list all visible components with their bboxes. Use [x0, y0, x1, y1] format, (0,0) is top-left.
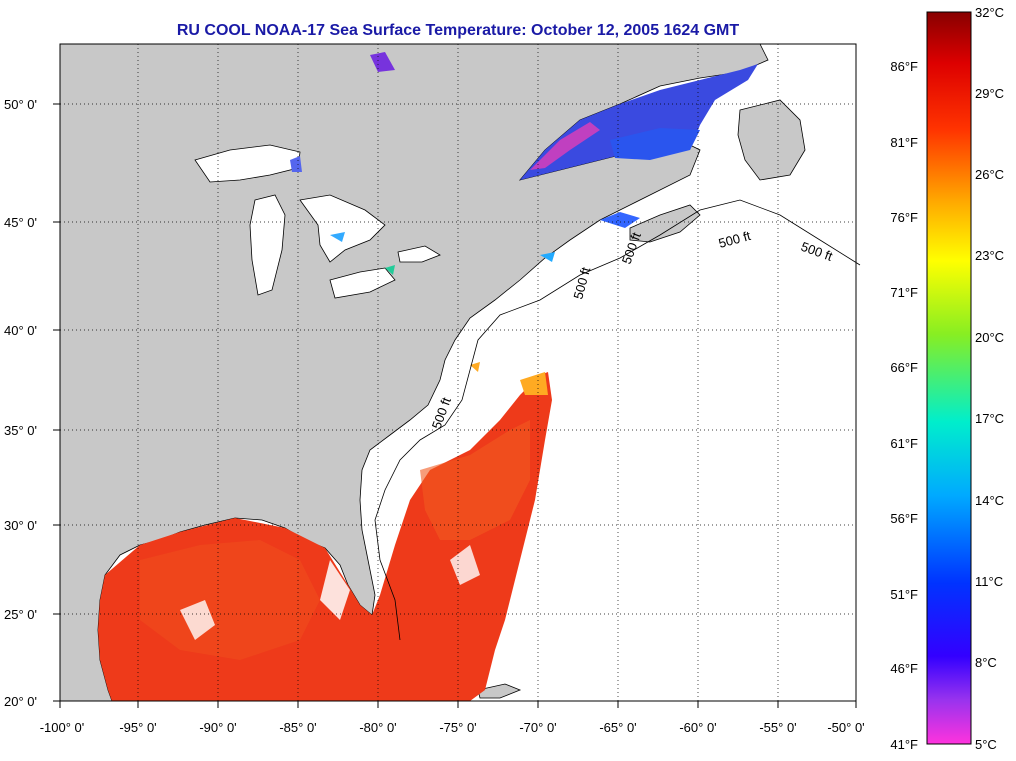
lon-label: -65° 0' [599, 720, 636, 735]
lon-label: -100° 0' [40, 720, 85, 735]
lon-label: -80° 0' [359, 720, 396, 735]
lon-label: -50° 0' [827, 720, 864, 735]
lat-label: 45° 0' [4, 215, 37, 230]
cbar-c-label: 20°C [975, 330, 1004, 345]
cbar-c-label: 14°C [975, 493, 1004, 508]
cbar-f-label: 66°F [890, 360, 918, 375]
lon-label: -85° 0' [279, 720, 316, 735]
cbar-c-label: 26°C [975, 167, 1004, 182]
lat-label: 30° 0' [4, 518, 37, 533]
cbar-f-label: 46°F [890, 661, 918, 676]
map-title: RU COOL NOAA-17 Sea Surface Temperature:… [176, 22, 740, 39]
lon-label: -55° 0' [759, 720, 796, 735]
cbar-f-label: 41°F [890, 737, 918, 752]
graticule [60, 44, 856, 701]
cbar-f-label: 81°F [890, 135, 918, 150]
cbar-c-label: 8°C [975, 655, 997, 670]
cbar-c-label: 32°C [975, 5, 1004, 20]
longitude-labels: -100° 0' -95° 0' -90° 0' -85° 0' -80° 0'… [40, 720, 865, 735]
cbar-f-label: 71°F [890, 285, 918, 300]
color-bar-gradient [926, 11, 972, 745]
warm-sst-region [98, 362, 552, 701]
cbar-f-label: 51°F [890, 587, 918, 602]
lat-label: 20° 0' [4, 694, 37, 709]
latitude-labels: 50° 0' 45° 0' 40° 0' 35° 0' 30° 0' 25° 0… [4, 97, 37, 709]
lat-label: 50° 0' [4, 97, 37, 112]
cbar-c-label: 23°C [975, 248, 1004, 263]
tick-marks [53, 103, 857, 708]
cbar-c-label: 5°C [975, 737, 997, 752]
lon-label: -90° 0' [199, 720, 236, 735]
cbar-f-label: 56°F [890, 511, 918, 526]
lon-label: -70° 0' [519, 720, 556, 735]
cbar-c-label: 29°C [975, 86, 1004, 101]
color-bar: 86°F 81°F 76°F 71°F 66°F 61°F 56°F 51°F … [890, 5, 1004, 752]
lat-label: 25° 0' [4, 607, 37, 622]
cbar-c-label: 17°C [975, 411, 1004, 426]
cbar-c-label: 11°C [975, 574, 1003, 589]
lat-label: 35° 0' [4, 423, 37, 438]
lon-label: -95° 0' [119, 720, 156, 735]
cbar-f-label: 76°F [890, 210, 918, 225]
shelf-contour [374, 199, 861, 641]
great-lakes [194, 144, 441, 299]
lon-label: -75° 0' [439, 720, 476, 735]
cbar-f-label: 86°F [890, 59, 918, 74]
lat-label: 40° 0' [4, 323, 37, 338]
lon-label: -60° 0' [679, 720, 716, 735]
cbar-f-label: 61°F [890, 436, 918, 451]
cold-sst-region [290, 52, 758, 275]
